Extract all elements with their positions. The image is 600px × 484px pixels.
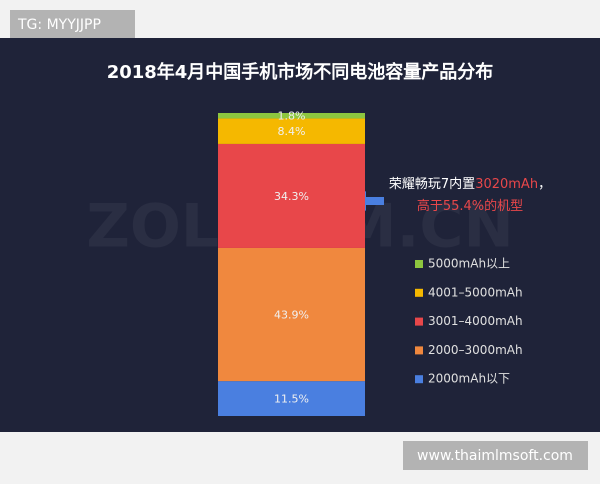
chart-title: 2018年4月中国手机市场不同电池容量产品分布 — [107, 61, 494, 83]
annotation-part: ， — [538, 177, 551, 192]
legend-swatch — [415, 288, 423, 297]
value-label: 43.9% — [274, 309, 309, 322]
legend-label: 2000–3000mAh — [428, 343, 523, 357]
value-label: 8.4% — [278, 125, 306, 138]
annotation-part: 高于55.4%的机型 — [417, 198, 523, 214]
value-label: 1.8% — [278, 110, 306, 123]
bar-segment — [218, 118, 365, 144]
legend-label: 4001–5000mAh — [428, 285, 523, 299]
legend-swatch — [415, 317, 423, 326]
footer-box — [403, 441, 588, 470]
legend-swatch — [415, 346, 423, 355]
annotation-part: 荣耀畅玩7内置 — [389, 176, 475, 192]
legend-swatch — [415, 260, 423, 268]
badge: TG: MYYJJPP — [17, 17, 101, 33]
legend-label: 5000mAh以上 — [428, 257, 510, 271]
bar-segment — [218, 381, 365, 416]
annotation-part: 3020mAh — [475, 177, 538, 192]
annotation: 高于55.4%的机型 — [417, 198, 523, 214]
value-label: 34.3% — [274, 190, 309, 203]
footer: www.thaimlmsoft.com — [417, 448, 573, 464]
annotation: 荣耀畅玩7内置3020mAh， — [389, 176, 551, 192]
legend-label: 3001–4000mAh — [428, 314, 523, 328]
value-label: 11.5% — [274, 393, 309, 406]
badge-box — [10, 10, 135, 38]
legend-swatch — [415, 375, 423, 384]
bar-segment — [218, 247, 365, 382]
legend-label: 2000mAh以下 — [428, 372, 510, 386]
bar-segment — [218, 113, 365, 119]
bar-segment — [218, 143, 365, 248]
